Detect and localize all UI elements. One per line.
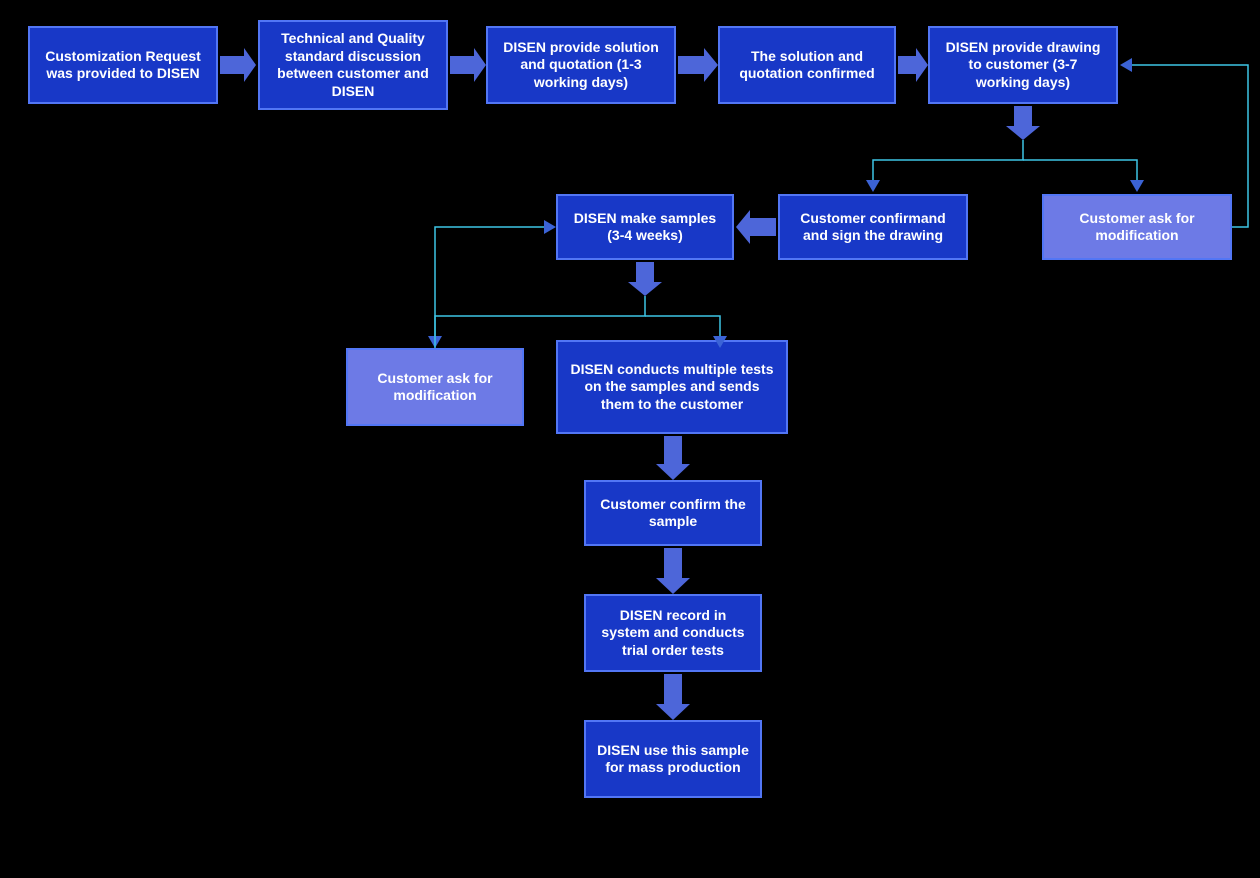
node-label: DISEN make samples (3-4 weeks)	[568, 210, 722, 245]
node-label: DISEN use this sample for mass productio…	[596, 742, 750, 777]
node-record-trial: DISEN record in system and conducts tria…	[584, 594, 762, 672]
node-ask-modification-1: Customer ask for modification	[1042, 194, 1232, 260]
node-label: Customer ask for modification	[358, 370, 512, 405]
node-label: DISEN record in system and conducts tria…	[596, 607, 750, 660]
node-label: Customization Request was provided to DI…	[40, 48, 206, 83]
loop-modification-to-samples	[435, 220, 556, 348]
node-mass-production: DISEN use this sample for mass productio…	[584, 720, 762, 798]
arrow-n11-n12	[656, 548, 690, 594]
arrow-n8-down	[628, 262, 662, 296]
node-make-samples: DISEN make samples (3-4 weeks)	[556, 194, 734, 260]
arrow-n4-n5	[898, 48, 928, 82]
node-label: Customer confirm the sample	[596, 496, 750, 531]
node-confirm-sign-drawing: Customer confirmand and sign the drawing	[778, 194, 968, 260]
node-label: Technical and Quality standard discussio…	[270, 30, 436, 100]
node-solution-quotation: DISEN provide solution and quotation (1-…	[486, 26, 676, 104]
arrow-n3-n4	[678, 48, 718, 82]
node-provide-drawing: DISEN provide drawing to customer (3-7 w…	[928, 26, 1118, 104]
node-technical-discussion: Technical and Quality standard discussio…	[258, 20, 448, 110]
arrow-n6-n8	[736, 210, 776, 244]
branch-split-drawing	[866, 140, 1144, 192]
arrow-n10-n11	[656, 436, 690, 480]
node-label: DISEN conducts multiple tests on the sam…	[568, 361, 776, 414]
node-conduct-tests: DISEN conducts multiple tests on the sam…	[556, 340, 788, 434]
node-ask-modification-2: Customer ask for modification	[346, 348, 524, 426]
node-quotation-confirmed: The solution and quotation confirmed	[718, 26, 896, 104]
node-label: The solution and quotation confirmed	[730, 48, 884, 83]
node-label: DISEN provide drawing to customer (3-7 w…	[940, 39, 1106, 92]
arrow-n12-n13	[656, 674, 690, 720]
node-label: Customer ask for modification	[1054, 210, 1220, 245]
node-customization-request: Customization Request was provided to DI…	[28, 26, 218, 104]
arrow-n5-down	[1006, 106, 1040, 140]
node-label: DISEN provide solution and quotation (1-…	[498, 39, 664, 92]
arrow-n2-n3	[450, 48, 486, 82]
node-confirm-sample: Customer confirm the sample	[584, 480, 762, 546]
node-label: Customer confirmand and sign the drawing	[790, 210, 956, 245]
arrow-n1-n2	[220, 48, 256, 82]
